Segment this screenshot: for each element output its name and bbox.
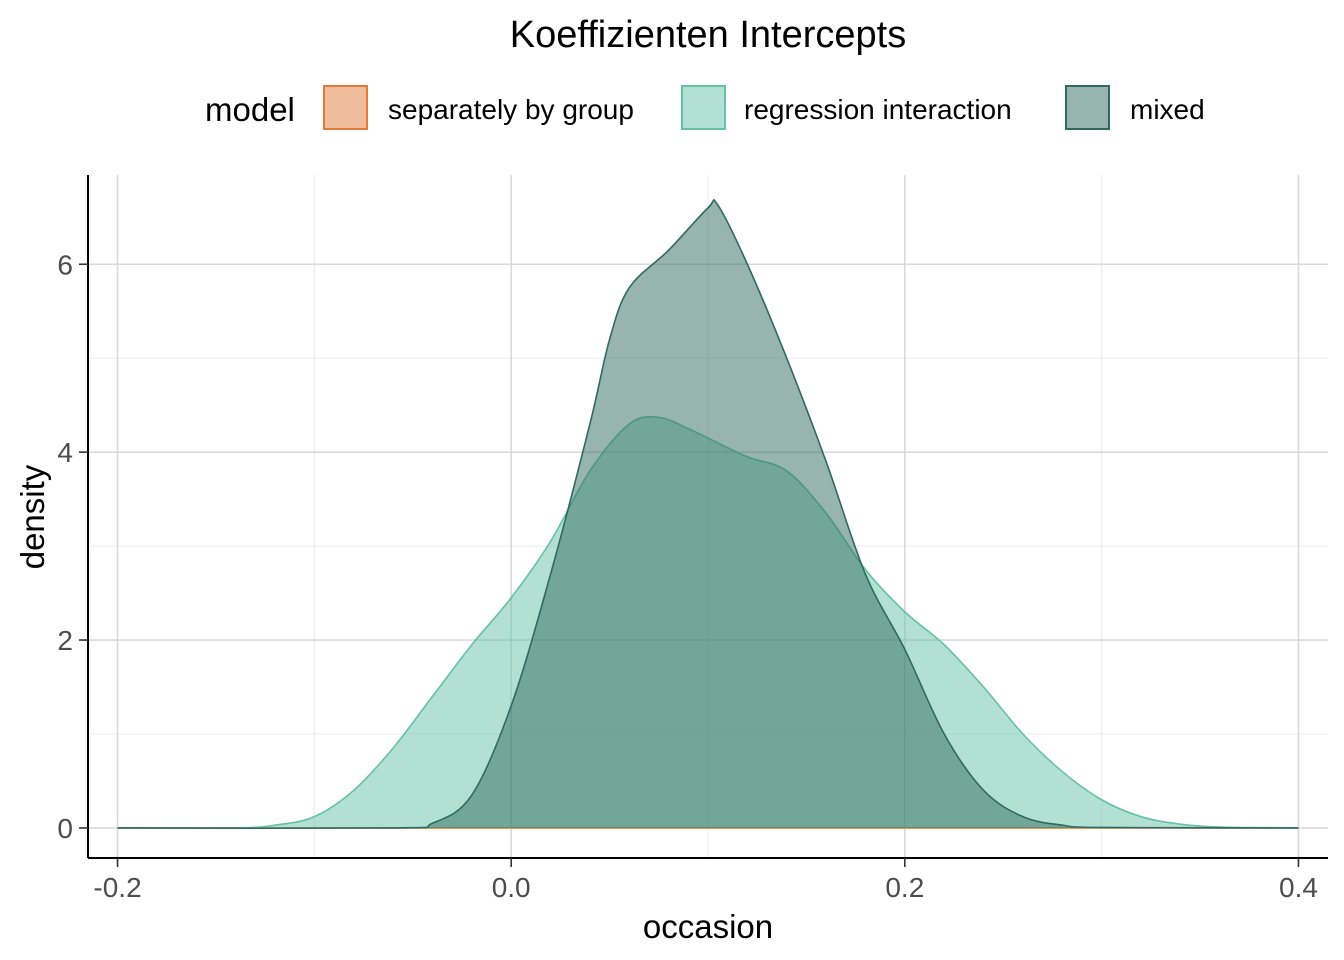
legend-key [323, 85, 368, 130]
density-line-mixed [117, 199, 1299, 830]
legend: model separately by group regression inte… [205, 85, 1205, 130]
y-tick-label: 6 [57, 249, 73, 280]
legend-label: regression interaction [744, 94, 1012, 125]
y-tick-label: 0 [57, 813, 73, 844]
series-layer [117, 199, 1299, 830]
plot-panel: -0.2 0.0 0.2 0.4 0 2 4 6 [57, 175, 1328, 903]
legend-label: mixed [1130, 94, 1205, 125]
legend-items: separately by group regression interactio… [323, 85, 1205, 130]
legend-key [1065, 85, 1110, 130]
x-tick-label: -0.2 [93, 872, 141, 903]
x-ticks: -0.2 0.0 0.2 0.4 [93, 858, 1318, 903]
y-axis-title: density [14, 464, 51, 569]
legend-title: model [205, 91, 295, 128]
y-tick-label: 4 [57, 437, 73, 468]
legend-label: separately by group [388, 94, 634, 125]
y-ticks: 0 2 4 6 [57, 249, 88, 844]
x-axis-title: occasion [643, 908, 773, 945]
legend-key [681, 85, 726, 130]
x-tick-label: 0.0 [492, 872, 531, 903]
density-area-mixed [117, 199, 1299, 829]
x-tick-label: 0.2 [885, 872, 924, 903]
y-tick-label: 2 [57, 625, 73, 656]
chart-title: Koeffizienten Intercepts [510, 14, 906, 56]
x-tick-label: 0.4 [1279, 872, 1318, 903]
